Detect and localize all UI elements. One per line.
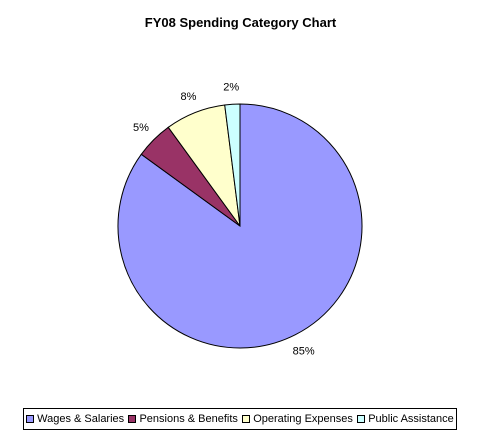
slice-label-operating: 8% bbox=[181, 91, 197, 103]
legend-swatch-public bbox=[357, 415, 366, 423]
legend-label-pensions: Pensions & Benefits bbox=[139, 413, 238, 425]
chart-title: FY08 Spending Category Chart bbox=[144, 15, 337, 30]
legend-item-public: Public Assistance bbox=[357, 413, 454, 425]
legend-label-wages: Wages & Salaries bbox=[37, 413, 125, 425]
pie-slice-public bbox=[224, 103, 241, 227]
legend-label-operating: Operating Expenses bbox=[253, 413, 353, 425]
legend-swatch-pensions bbox=[128, 415, 137, 423]
pie-chart: 85% 5% 8% 2% bbox=[117, 81, 363, 358]
slice-label-wages: 85% bbox=[293, 346, 315, 358]
slice-label-pensions: 5% bbox=[133, 122, 149, 134]
legend-label-public: Public Assistance bbox=[368, 413, 454, 425]
legend-item-operating: Operating Expenses bbox=[242, 413, 353, 425]
legend-swatch-operating bbox=[242, 415, 251, 423]
slice-label-public: 2% bbox=[223, 81, 239, 93]
chart-legend: Wages & Salaries Pensions & Benefits Ope… bbox=[23, 408, 457, 430]
legend-item-wages: Wages & Salaries bbox=[26, 413, 124, 425]
legend-item-pensions: Pensions & Benefits bbox=[128, 413, 238, 425]
legend-swatch-wages bbox=[26, 415, 35, 423]
